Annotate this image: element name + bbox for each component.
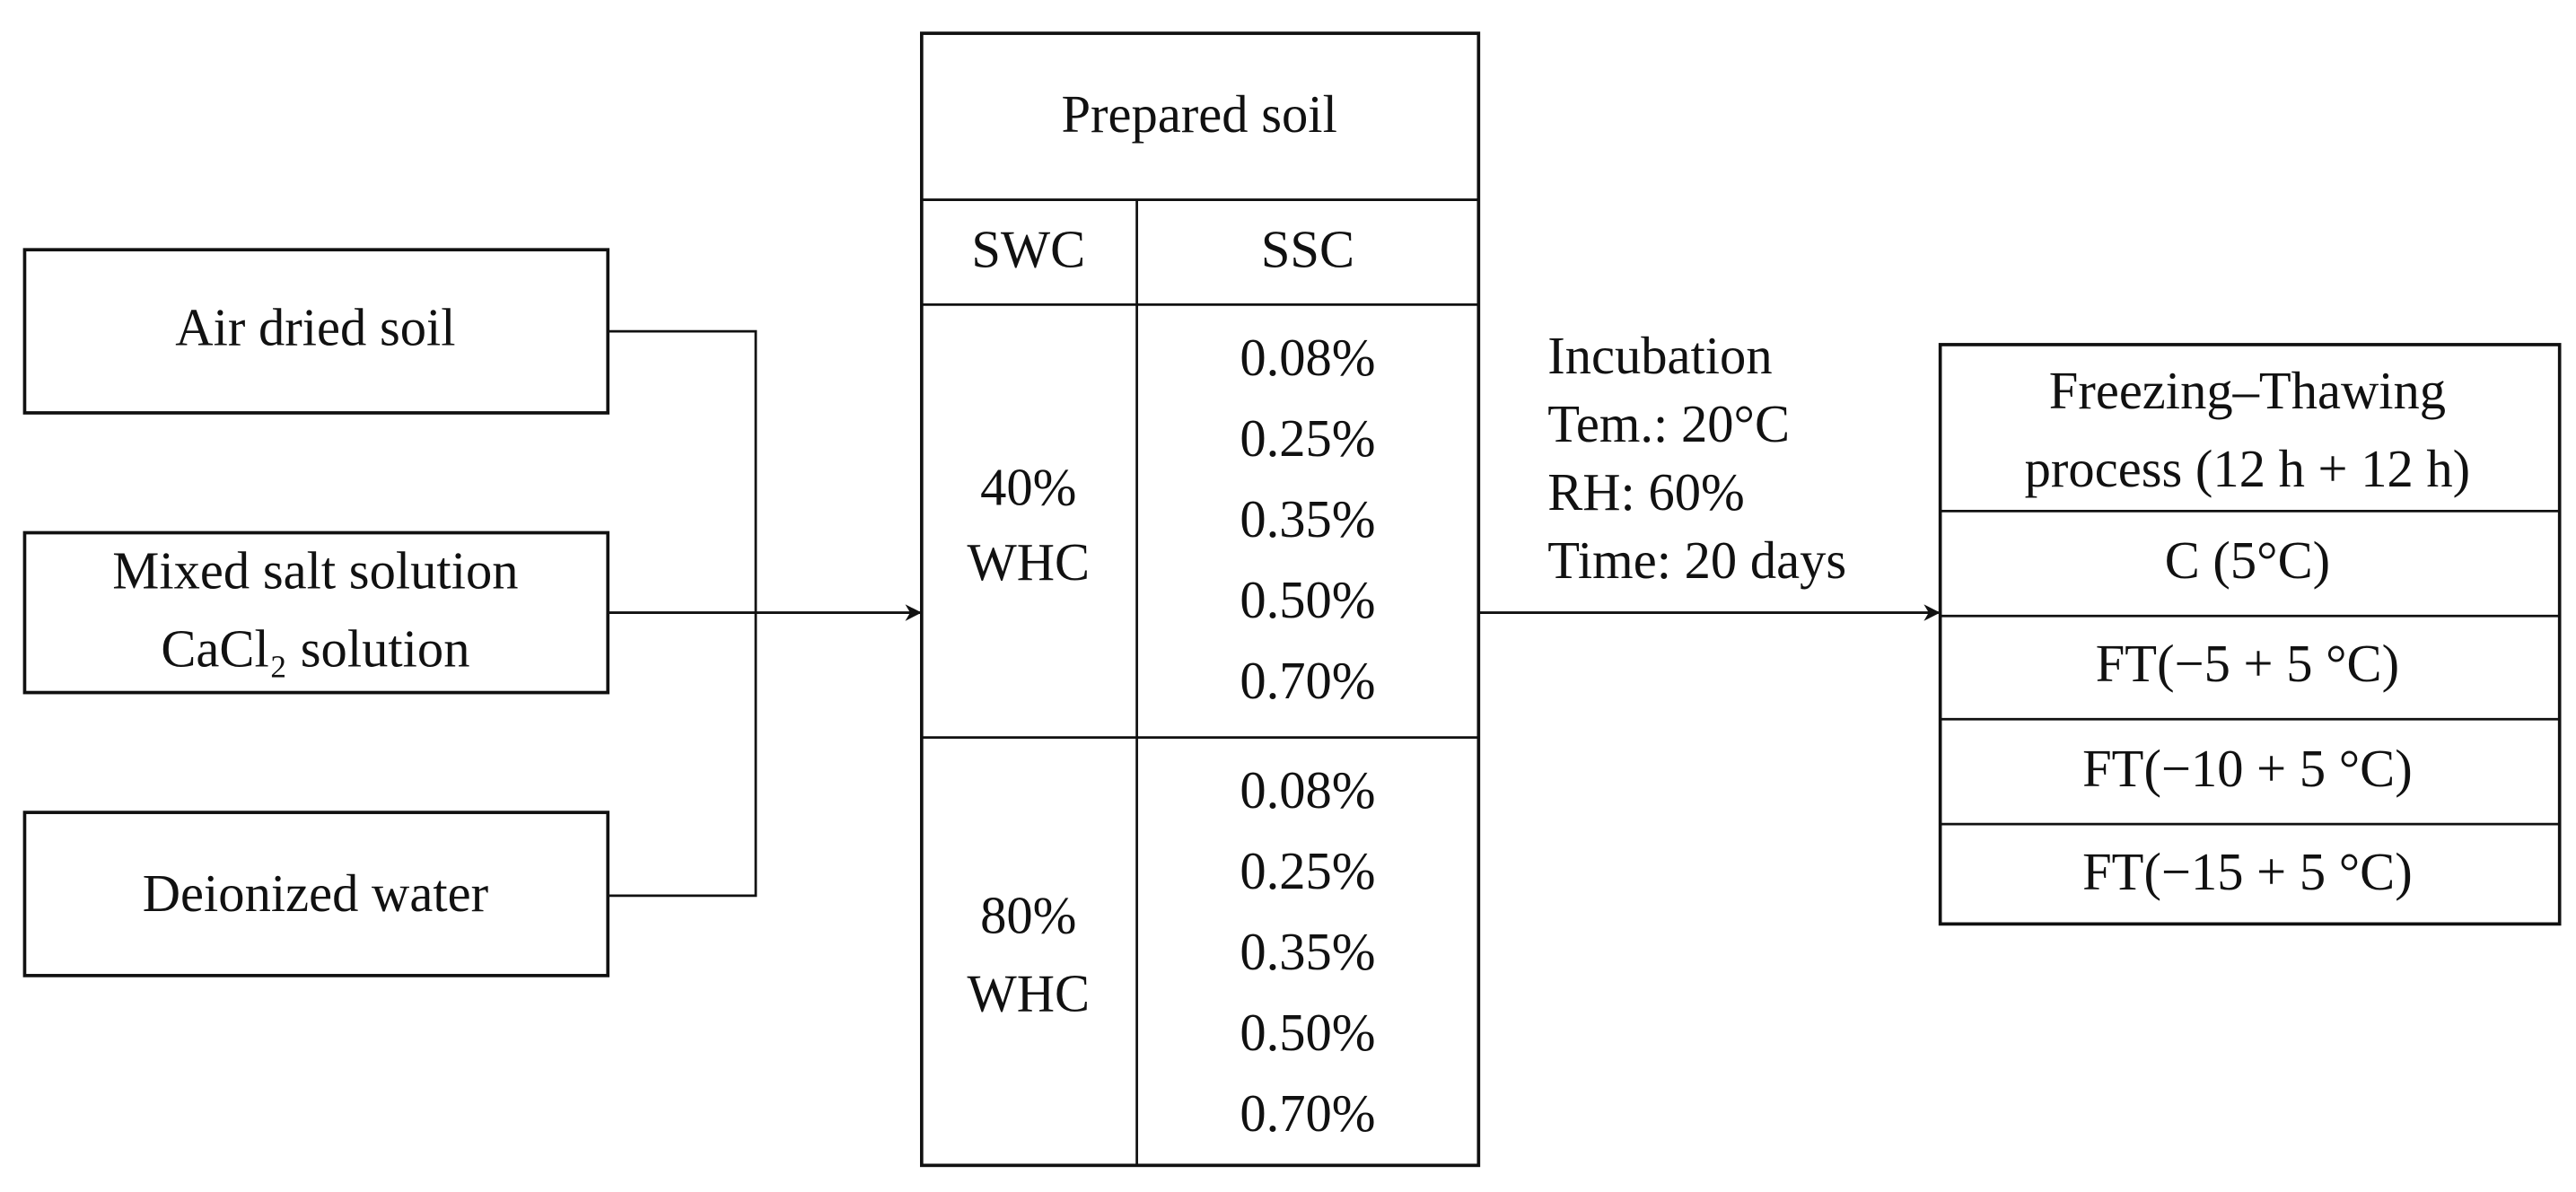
process-frame bbox=[1938, 343, 2562, 926]
input-label: Mixed salt solution bbox=[112, 540, 518, 600]
table-frame bbox=[920, 31, 1481, 1168]
swc-label: WHC bbox=[967, 963, 1090, 1022]
swc-label: 40% bbox=[980, 457, 1076, 516]
incubation-text: RH: 60% bbox=[1547, 462, 1745, 522]
input-label: Air dried soil bbox=[175, 297, 455, 356]
input-box bbox=[22, 811, 610, 977]
process-title: Freezing–Thawing bbox=[2049, 361, 2446, 420]
ssc-value: 0.35% bbox=[1240, 489, 1375, 548]
ssc-value: 0.35% bbox=[1240, 922, 1375, 981]
ssc-value: 0.70% bbox=[1240, 650, 1375, 709]
swc-label: 80% bbox=[980, 885, 1076, 944]
ssc-value: 0.50% bbox=[1240, 1003, 1375, 1062]
table-header: SSC bbox=[1261, 219, 1354, 278]
process-box: Freezing–Thawing process (12 h + 12 h) C… bbox=[1938, 343, 2562, 926]
treatment: FT(−15 + 5 °C) bbox=[2082, 842, 2413, 901]
swc-label: WHC bbox=[967, 532, 1090, 592]
table-title: Prepared soil bbox=[1061, 84, 1336, 144]
input-label: CaCl₂ solution bbox=[161, 618, 469, 678]
treatment: FT(−5 + 5 °C) bbox=[2096, 634, 2399, 693]
treatment: FT(−10 + 5 °C) bbox=[2082, 739, 2413, 798]
ssc-value: 0.50% bbox=[1240, 569, 1375, 628]
table-header: SWC bbox=[971, 219, 1085, 278]
prepared-soil-table: Prepared soil SWC SSC bbox=[920, 31, 1481, 1168]
incubation-text: Incubation bbox=[1547, 326, 1772, 385]
ssc-value: 0.25% bbox=[1240, 408, 1375, 468]
input-label: Deionized water bbox=[143, 863, 489, 923]
input-box bbox=[22, 530, 610, 695]
ssc-value: 0.70% bbox=[1240, 1083, 1375, 1143]
ssc-value: 0.08% bbox=[1240, 328, 1375, 387]
input-box bbox=[22, 248, 610, 415]
process-title: process (12 h + 12 h) bbox=[2025, 439, 2471, 498]
ssc-value: 0.08% bbox=[1240, 760, 1375, 820]
treatment: C (5°C) bbox=[2165, 530, 2330, 590]
incubation-text: Time: 20 days bbox=[1547, 530, 1846, 590]
incubation-text: Tem.: 20°C bbox=[1547, 394, 1790, 453]
ssc-value: 0.25% bbox=[1240, 841, 1375, 900]
